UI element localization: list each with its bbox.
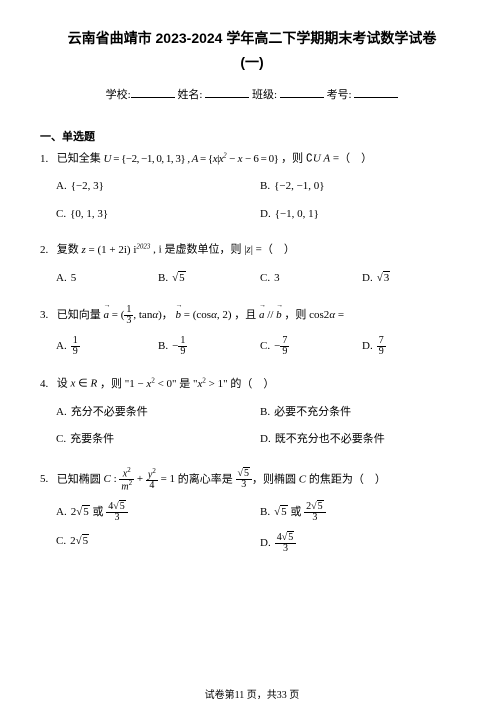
exam-subtitle: (一) xyxy=(40,52,464,72)
q2-opt-c: 3 xyxy=(274,272,280,284)
examno-label: 考号: xyxy=(327,89,352,101)
question-2: 2. 复数 z = (1 + 2i) i2023 , i 是虚数单位，则 |z|… xyxy=(40,241,464,297)
q1-opt-c: {0, 1, 3} xyxy=(70,208,108,220)
q4-number: 4. xyxy=(40,376,54,394)
q5-opt-d: 453 xyxy=(275,537,297,549)
q1-stem-math: U = {−2, −1, 0, 1, 3} , A = {x|x2 − x − … xyxy=(104,153,279,165)
q3-stem-math: a = (13, tanα) xyxy=(104,309,162,321)
q2-stem-post: , i 是虚数单位，则 |z| =（ ） xyxy=(153,244,295,256)
section-heading: 一、单选题 xyxy=(40,128,464,144)
q3-number: 3. xyxy=(40,307,54,325)
q2-stem-math: z = (1 + 2i) i2023 xyxy=(82,244,151,256)
q2-opt-b: 5 xyxy=(172,272,186,284)
q2-opt-a: 5 xyxy=(71,272,77,284)
q3-options: A.19 B.−19 C.−79 D.79 xyxy=(40,336,464,367)
q5-options: A.25 或 453 B.5 或 253 C.25 D.453 xyxy=(40,502,464,564)
class-label: 班级: xyxy=(252,89,277,101)
q2-opt-d: 3 xyxy=(377,272,391,284)
school-label: 学校: xyxy=(106,89,131,101)
question-5: 5. 已知椭圆 C : x2m2 + y24 = 1 的离心率是 53，则椭圆 … xyxy=(40,467,464,565)
q1-number: 1. xyxy=(40,151,54,169)
q3-opt-a: 19 xyxy=(71,336,80,357)
q4-stem-pre: 设 xyxy=(57,378,68,390)
question-1: 1. 已知全集 U = {−2, −1, 0, 1, 3} , A = {x|x… xyxy=(40,150,464,233)
q1-stem-pre: 已知全集 xyxy=(57,153,101,165)
q5-stem-pre: 已知椭圆 xyxy=(57,473,101,485)
q2-options: A.5 B.5 C.3 D.3 xyxy=(40,270,464,298)
page-footer: 试卷第11 页，共33 页 xyxy=(0,686,504,701)
question-3: 3. 已知向量 a = (13, tanα)， b = (cosα, 2) ，且… xyxy=(40,305,464,367)
q5-opt-c: 25 xyxy=(70,535,89,547)
q2-stem-pre: 复数 xyxy=(57,244,79,256)
q5-opt-b: 5 或 253 xyxy=(274,506,326,518)
q3-stem-pre: 已知向量 xyxy=(57,309,101,321)
q1-stem-post: ，则 ∁U A =（ ） xyxy=(281,153,372,165)
q4-options: A.充分不必要条件 B.必要不充分条件 C.充要条件 D.既不充分也不必要条件 xyxy=(40,404,464,459)
q4-opt-b: 必要不充分条件 xyxy=(274,406,351,418)
q4-opt-a: 充分不必要条件 xyxy=(71,406,148,418)
q1-opt-d: {−1, 0, 1} xyxy=(275,208,319,220)
q4-stem-math: x ∈ R xyxy=(71,378,98,390)
exam-title: 云南省曲靖市 2023-2024 学年高二下学期期末考试数学试卷 xyxy=(40,28,464,48)
q5-opt-a: 25 或 453 xyxy=(71,506,128,518)
q2-number: 2. xyxy=(40,242,54,260)
q4-stem-post: ，则 "1 − x2 < 0" 是 "x2 > 1" 的（ ） xyxy=(100,378,274,390)
q4-opt-c: 充要条件 xyxy=(70,433,114,445)
name-label: 姓名: xyxy=(177,89,202,101)
q1-opt-b: {−2, −1, 0} xyxy=(274,180,324,192)
q1-options: A.{−2, 3} B.{−2, −1, 0} C.{0, 1, 3} D.{−… xyxy=(40,178,464,233)
q3-opt-d: 79 xyxy=(377,336,386,357)
student-meta-row: 学校: 姓名: 班级: 考号: xyxy=(40,86,464,102)
q5-stem-math: C : x2m2 + y24 = 1 xyxy=(104,473,176,485)
q5-number: 5. xyxy=(40,471,54,489)
question-4: 4. 设 x ∈ R ，则 "1 − x2 < 0" 是 "x2 > 1" 的（… xyxy=(40,375,464,458)
q4-opt-d: 既不充分也不必要条件 xyxy=(275,433,385,445)
q1-opt-a: {−2, 3} xyxy=(71,180,104,192)
